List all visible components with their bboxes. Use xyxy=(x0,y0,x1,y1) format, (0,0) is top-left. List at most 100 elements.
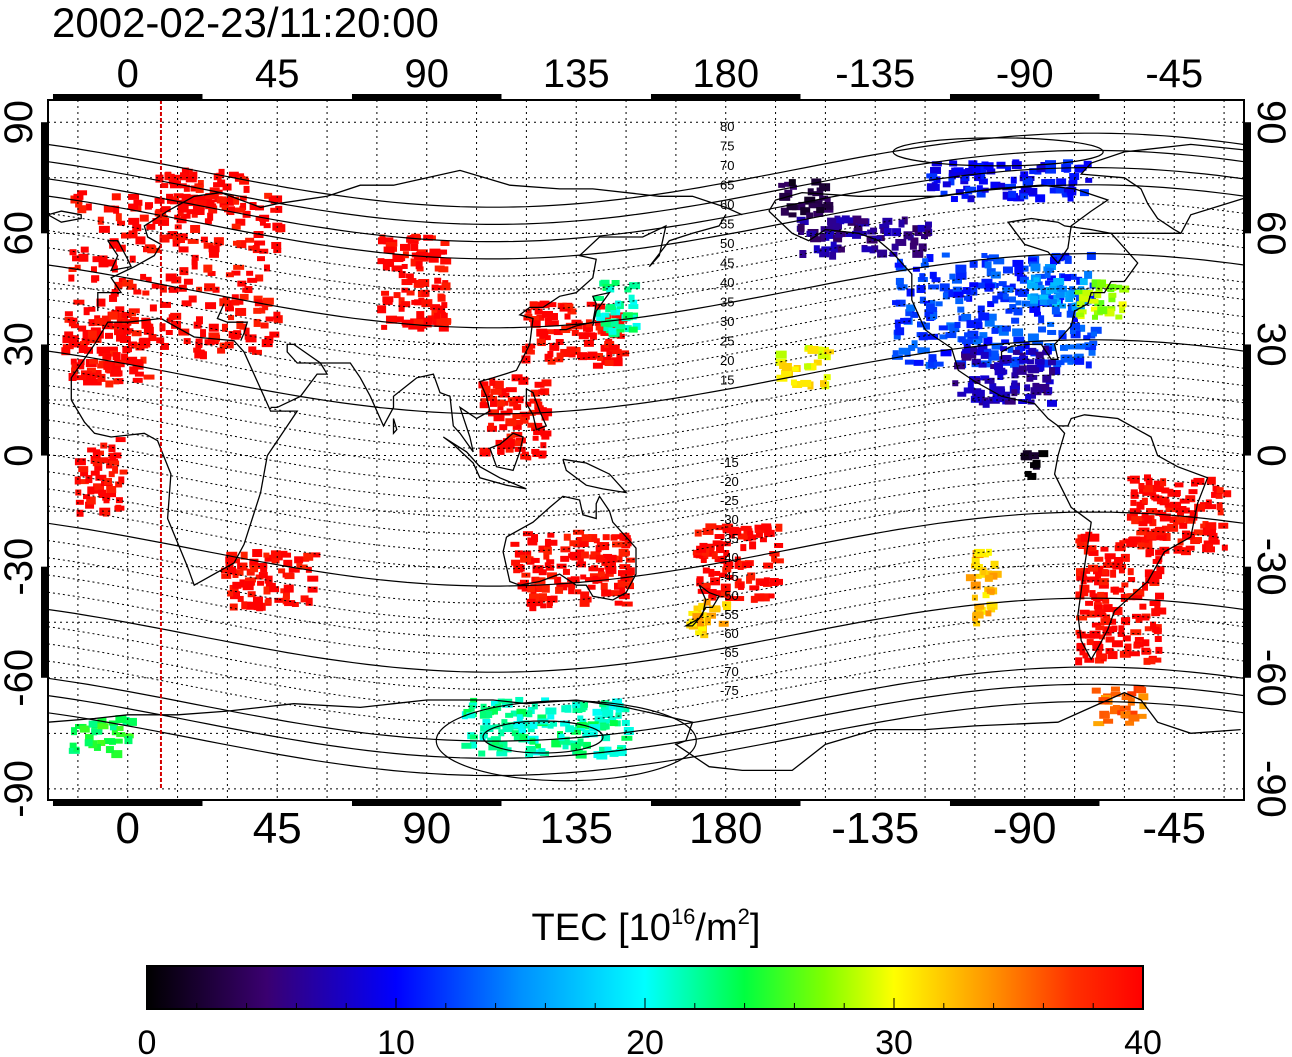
tec-pixel xyxy=(1154,635,1162,642)
colorbar-label-main: TEC [10 xyxy=(531,907,671,949)
tec-pixel xyxy=(1039,294,1049,300)
tec-pixel xyxy=(616,353,623,361)
tec-pixel xyxy=(1120,711,1131,719)
tec-pixel xyxy=(714,570,721,576)
frame-bar-top xyxy=(351,94,502,100)
contour-label: 50 xyxy=(720,236,734,251)
tec-pixel xyxy=(573,529,585,535)
tec-pixel xyxy=(697,620,705,627)
tec-pixel xyxy=(410,235,422,241)
tec-pixel xyxy=(509,400,519,407)
tec-pixel xyxy=(706,545,715,554)
tec-pixel xyxy=(1102,598,1110,604)
tec-pixel xyxy=(468,704,475,712)
tec-pixel xyxy=(1194,503,1206,512)
tec-pixel xyxy=(61,347,71,356)
tec-pixel xyxy=(926,173,938,179)
tec-pixel xyxy=(90,470,100,476)
tec-pixel xyxy=(600,582,608,590)
coastlines xyxy=(48,143,1244,772)
tec-pixel xyxy=(216,196,227,204)
coastline xyxy=(107,240,133,272)
tec-pixel xyxy=(581,540,589,548)
tec-pixel xyxy=(227,194,234,201)
tec-pixel xyxy=(723,602,732,611)
tec-pixel xyxy=(531,703,538,710)
tec-pixel xyxy=(1011,389,1018,397)
tec-pixel xyxy=(101,315,111,322)
tec-pixel xyxy=(990,271,1001,279)
tec-pixel xyxy=(525,401,532,407)
tec-pixel xyxy=(139,214,149,222)
tec-pixel xyxy=(1002,286,1014,293)
tec-pixel xyxy=(1083,160,1092,168)
tec-pixel xyxy=(578,352,588,361)
colorbar-label-mid: /m xyxy=(695,907,738,949)
tec-pixel xyxy=(1090,331,1097,337)
tec-pixel xyxy=(236,321,244,330)
tec-pixel xyxy=(549,342,560,351)
tec-pixel xyxy=(1175,506,1187,514)
contour-label: 40 xyxy=(720,275,734,290)
tec-pixel xyxy=(114,321,123,328)
tec-pixel xyxy=(114,329,124,336)
mag-lat-contour xyxy=(48,666,1244,742)
tec-pixel xyxy=(85,203,92,211)
tec-pixel xyxy=(584,332,596,338)
tec-pixel xyxy=(574,589,582,595)
tec-pixel xyxy=(1025,394,1032,401)
tec-pixel xyxy=(126,283,137,290)
tec-pixel xyxy=(912,266,920,272)
tec-pixel xyxy=(77,359,85,366)
tec-pixel xyxy=(740,544,747,552)
tec-pixel xyxy=(547,714,555,720)
tec-pixel xyxy=(1098,583,1109,589)
tec-pixel xyxy=(969,282,979,288)
tec-pixel xyxy=(560,555,570,562)
tec-pixel xyxy=(987,301,995,308)
tec-pixel xyxy=(383,258,395,267)
tec-pixel xyxy=(382,296,394,303)
tec-pixel xyxy=(219,298,230,307)
map-grid xyxy=(48,100,1244,800)
tec-pixel xyxy=(970,347,978,356)
tec-pixel xyxy=(1070,322,1081,330)
tec-pixel xyxy=(1013,195,1025,202)
tec-pixel xyxy=(901,216,908,225)
tec-pixel xyxy=(558,733,565,741)
tec-pixel xyxy=(1004,397,1016,405)
tec-pixel xyxy=(109,723,118,731)
tec-pixel xyxy=(560,720,571,727)
tec-pixel xyxy=(747,530,754,536)
tec-pixel xyxy=(541,310,553,318)
tec-pixel xyxy=(929,314,936,321)
tec-pixel xyxy=(798,201,806,210)
tec-pixel xyxy=(401,263,408,269)
frame-bar-bottom xyxy=(351,800,502,806)
tec-pixel xyxy=(501,719,508,728)
tec-pixel xyxy=(1090,306,1097,312)
tec-pixel xyxy=(750,595,758,603)
tec-pixel xyxy=(271,241,282,249)
tec-pixel xyxy=(1108,292,1117,298)
tec-pixel xyxy=(437,249,446,255)
tec-pixel xyxy=(128,193,140,200)
tec-pixel xyxy=(1127,691,1137,697)
tec-pixel xyxy=(1091,687,1101,694)
tec-pixel xyxy=(94,449,101,458)
tec-pixel xyxy=(628,294,635,303)
tec-pixel xyxy=(385,315,397,324)
tec-pixel xyxy=(1049,367,1056,376)
tec-pixel xyxy=(405,273,414,279)
tec-pixel xyxy=(1136,530,1147,536)
tec-pixel xyxy=(991,342,1003,350)
tec-pixel xyxy=(1046,299,1057,305)
tec-pixel xyxy=(965,167,975,176)
tec-pixel xyxy=(1119,650,1131,658)
colorbar-label-end: ] xyxy=(749,907,761,949)
tec-pixel xyxy=(610,534,618,541)
tec-pixel xyxy=(377,305,387,314)
contour-label: -55 xyxy=(720,607,739,622)
tec-pixel xyxy=(1067,187,1077,196)
tec-pixel xyxy=(842,217,854,224)
